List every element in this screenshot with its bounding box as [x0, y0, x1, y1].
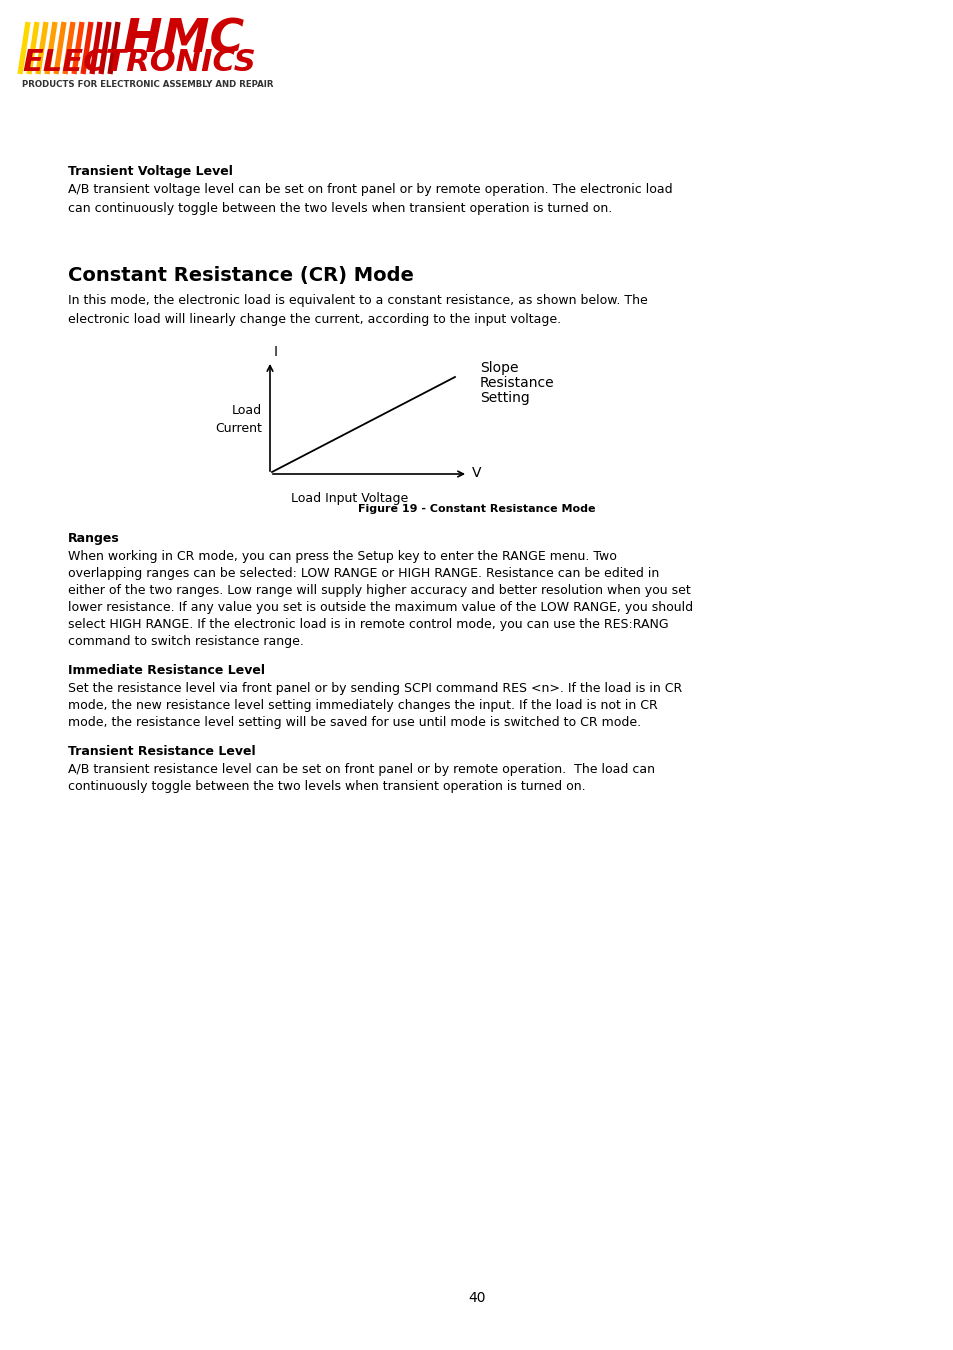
Text: mode, the resistance level setting will be saved for use until mode is switched : mode, the resistance level setting will … — [68, 716, 640, 729]
Text: Figure 19 - Constant Resistance Mode: Figure 19 - Constant Resistance Mode — [358, 504, 595, 514]
Text: I: I — [274, 346, 277, 359]
Text: PRODUCTS FOR ELECTRONIC ASSEMBLY AND REPAIR: PRODUCTS FOR ELECTRONIC ASSEMBLY AND REP… — [22, 80, 274, 89]
Text: electronic load will linearly change the current, according to the input voltage: electronic load will linearly change the… — [68, 313, 560, 325]
Text: When working in CR mode, you can press the Setup key to enter the RANGE menu. Tw: When working in CR mode, you can press t… — [68, 549, 617, 563]
Text: HMC: HMC — [123, 18, 244, 62]
Text: Setting: Setting — [479, 392, 529, 405]
Text: mode, the new resistance level setting immediately changes the input. If the loa: mode, the new resistance level setting i… — [68, 699, 657, 711]
Text: Ranges: Ranges — [68, 532, 120, 545]
Text: Load: Load — [232, 405, 262, 417]
Text: Current: Current — [214, 423, 262, 435]
Text: A/B transient resistance level can be set on front panel or by remote operation.: A/B transient resistance level can be se… — [68, 763, 655, 776]
Text: continuously toggle between the two levels when transient operation is turned on: continuously toggle between the two leve… — [68, 780, 585, 792]
Text: Transient Voltage Level: Transient Voltage Level — [68, 165, 233, 178]
Text: either of the two ranges. Low range will supply higher accuracy and better resol: either of the two ranges. Low range will… — [68, 585, 690, 597]
Text: Resistance: Resistance — [479, 377, 554, 390]
Text: command to switch resistance range.: command to switch resistance range. — [68, 634, 304, 648]
Text: select HIGH RANGE. If the electronic load is in remote control mode, you can use: select HIGH RANGE. If the electronic loa… — [68, 618, 668, 630]
Text: Immediate Resistance Level: Immediate Resistance Level — [68, 664, 265, 676]
Text: Load Input Voltage: Load Input Voltage — [291, 491, 408, 505]
Text: 40: 40 — [468, 1291, 485, 1305]
Text: lower resistance. If any value you set is outside the maximum value of the LOW R: lower resistance. If any value you set i… — [68, 601, 693, 614]
Text: can continuously toggle between the two levels when transient operation is turne: can continuously toggle between the two … — [68, 202, 612, 215]
Text: overlapping ranges can be selected: LOW RANGE or HIGH RANGE. Resistance can be e: overlapping ranges can be selected: LOW … — [68, 567, 659, 580]
Text: Transient Resistance Level: Transient Resistance Level — [68, 745, 255, 757]
Text: Slope: Slope — [479, 360, 518, 375]
Text: V: V — [472, 466, 481, 481]
Text: A/B transient voltage level can be set on front panel or by remote operation. Th: A/B transient voltage level can be set o… — [68, 184, 672, 196]
Text: Set the resistance level via front panel or by sending SCPI command RES <n>. If : Set the resistance level via front panel… — [68, 682, 681, 695]
Text: ELECTRONICS: ELECTRONICS — [22, 49, 255, 77]
Text: Constant Resistance (CR) Mode: Constant Resistance (CR) Mode — [68, 266, 414, 285]
Text: In this mode, the electronic load is equivalent to a constant resistance, as sho: In this mode, the electronic load is equ… — [68, 294, 647, 306]
